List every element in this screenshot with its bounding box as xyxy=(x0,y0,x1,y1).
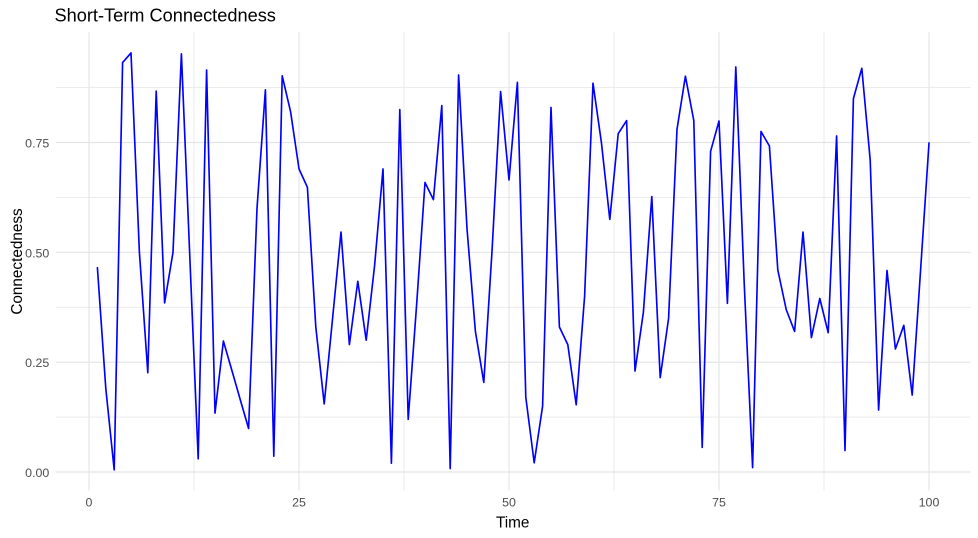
svg-text:100: 100 xyxy=(919,496,940,510)
svg-text:0.25: 0.25 xyxy=(25,356,49,370)
svg-text:0.50: 0.50 xyxy=(25,246,49,260)
svg-text:0.75: 0.75 xyxy=(25,137,49,151)
svg-text:75: 75 xyxy=(712,496,726,510)
svg-text:50: 50 xyxy=(502,496,516,510)
svg-text:25: 25 xyxy=(292,496,306,510)
svg-text:0.00: 0.00 xyxy=(25,466,49,480)
svg-text:Short-Term Connectedness: Short-Term Connectedness xyxy=(55,6,276,26)
svg-text:0: 0 xyxy=(86,496,93,510)
svg-text:Time: Time xyxy=(496,514,529,531)
svg-text:Connectedness: Connectedness xyxy=(9,208,26,315)
